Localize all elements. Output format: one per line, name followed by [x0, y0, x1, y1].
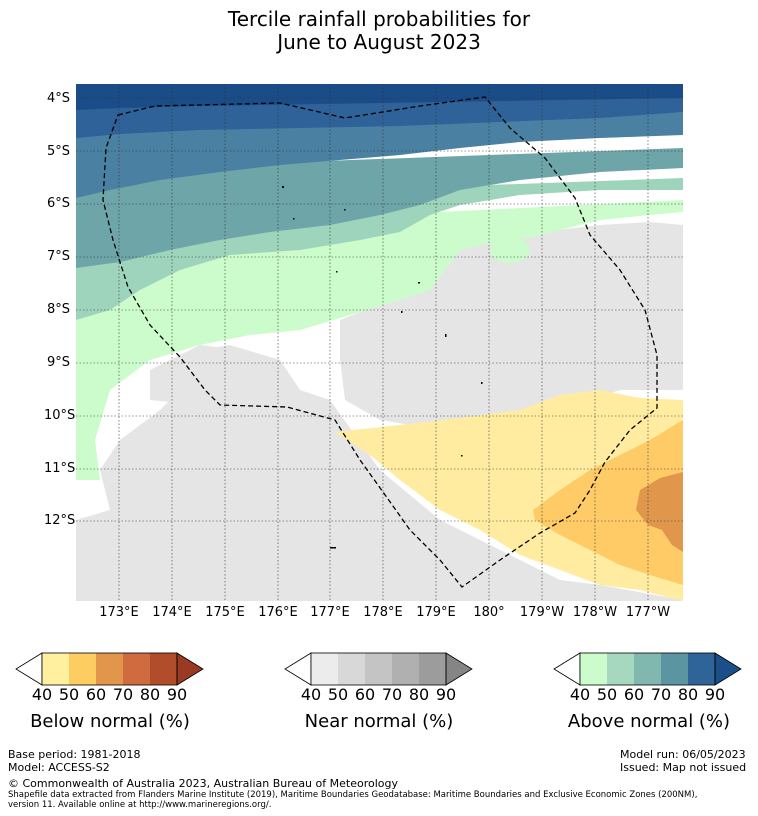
tick-label: 50 [327, 685, 349, 704]
tick-label: 80 [139, 685, 161, 704]
colorbar-above [553, 652, 742, 686]
lon-label: 179°E [416, 605, 456, 620]
above-normal-70-region [76, 112, 683, 198]
colorbar-cell [150, 653, 177, 685]
above-normal-60-region [76, 148, 683, 268]
lon-label: 177°E [310, 605, 350, 620]
colorbar-outline [41, 652, 178, 686]
lat-label: 4°S [46, 91, 70, 106]
tick-label: 40 [569, 685, 591, 704]
eez-boundary [102, 96, 658, 588]
shapefile-credit-line-1: Shapefile data extracted from Flanders M… [8, 790, 698, 800]
lat-label: 11°S [44, 461, 76, 476]
lat-label: 5°S [46, 144, 70, 159]
lat-label: 9°S [46, 355, 70, 370]
tick-label: 80 [408, 685, 430, 704]
colorbar-extend-high [714, 652, 742, 686]
colorbar-outline [310, 652, 447, 686]
tick-label: 80 [677, 685, 699, 704]
colorbar-extend-low [15, 652, 43, 686]
shapefile-credit-line-2: version 11. Available online at http://w… [8, 800, 272, 810]
colorbar-extend-low [284, 652, 312, 686]
colorbar-extend-high [176, 652, 204, 686]
near-normal-region-west [150, 345, 275, 405]
tick-label: 70 [650, 685, 672, 704]
colorbar-outline [579, 652, 716, 686]
colorbar-extend-low [553, 652, 581, 686]
base-period: Base period: 1981-2018 [8, 748, 141, 761]
lon-label: 179°W [519, 605, 565, 620]
lon-label: 174°E [152, 605, 192, 620]
lon-label: 178°E [363, 605, 403, 620]
graticule [76, 84, 683, 601]
tick-label: 70 [381, 685, 403, 704]
tick-label: 90 [435, 685, 457, 704]
colorbar-cell [419, 653, 446, 685]
tick-label: 70 [112, 685, 134, 704]
below-normal-50-region [533, 420, 683, 585]
colorbar-cell [69, 653, 96, 685]
above-normal-40-region [76, 200, 683, 480]
tick-label: 40 [300, 685, 322, 704]
colorbar-cell [634, 653, 661, 685]
tick-label: 50 [58, 685, 80, 704]
rainfall-map [76, 84, 683, 601]
colorbar-cell [607, 653, 634, 685]
colorbar-cell [580, 653, 607, 685]
lon-label: 175°E [205, 605, 245, 620]
above-normal-40-patch [490, 237, 530, 263]
lon-label: 178°W [572, 605, 618, 620]
map-title: Tercile rainfall probabilities for June … [0, 8, 758, 54]
above-normal-80-region [76, 96, 683, 138]
above-normal-90-region [76, 84, 683, 110]
lat-label: 8°S [46, 302, 70, 317]
colorbar-below [15, 652, 204, 686]
islands [282, 186, 483, 549]
colorbar-near [284, 652, 473, 686]
colorbar-below-title: Below normal (%) [30, 711, 190, 732]
tick-label: 60 [354, 685, 376, 704]
title-line-1: Tercile rainfall probabilities for [227, 7, 531, 31]
lat-label: 6°S [46, 196, 70, 211]
tick-label: 60 [85, 685, 107, 704]
colorbar-cell [123, 653, 150, 685]
near-normal-region-north [340, 222, 683, 440]
colorbar-extend-high [445, 652, 473, 686]
colorbar-cell [96, 653, 123, 685]
tick-label: 90 [704, 685, 726, 704]
lon-label: 177°W [625, 605, 671, 620]
colorbar-cell [661, 653, 688, 685]
tick-label: 90 [166, 685, 188, 704]
lon-label: 173°E [99, 605, 139, 620]
colorbar-cell [392, 653, 419, 685]
lon-label: 176°E [258, 605, 298, 620]
colorbar-cell [311, 653, 338, 685]
colorbar-cell [42, 653, 69, 685]
lat-label: 12°S [44, 513, 76, 528]
tick-label: 40 [31, 685, 53, 704]
model-run: Model run: 06/05/2023 [620, 748, 746, 761]
below-normal-60-region [636, 472, 683, 552]
colorbar-near-title: Near normal (%) [304, 711, 454, 732]
copyright: © Commonwealth of Australia 2023, Austra… [8, 777, 398, 790]
lat-label: 7°S [46, 249, 70, 264]
lat-label: 10°S [44, 408, 76, 423]
colorbar-cell [365, 653, 392, 685]
issued-status: Issued: Map not issued [620, 761, 747, 774]
title-line-2: June to August 2023 [277, 30, 481, 54]
colorbar-cell [688, 653, 715, 685]
lon-label: 180° [473, 605, 505, 620]
colorbar-above-title: Above normal (%) [567, 711, 731, 732]
near-normal-region-south [76, 345, 683, 601]
tick-label: 50 [596, 685, 618, 704]
tick-label: 60 [623, 685, 645, 704]
colorbar-cell [338, 653, 365, 685]
model-name: Model: ACCESS-S2 [8, 761, 110, 774]
